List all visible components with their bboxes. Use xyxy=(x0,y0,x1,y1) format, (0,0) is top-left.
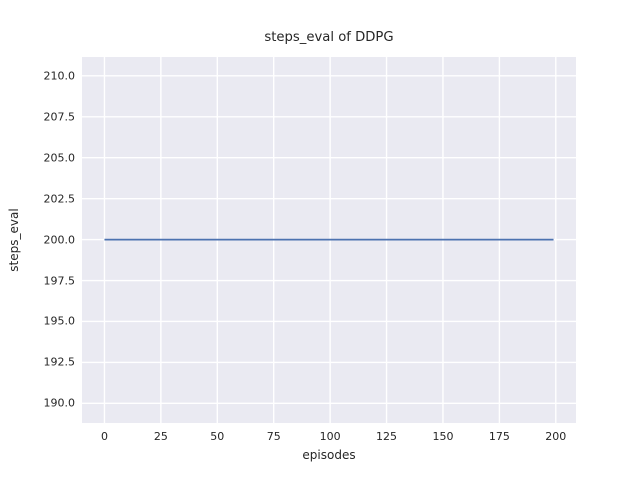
x-tick-label: 125 xyxy=(376,430,398,443)
y-tick-label: 197.5 xyxy=(43,274,76,288)
x-tick-label: 0 xyxy=(100,430,108,443)
x-tick-label: 50 xyxy=(210,430,225,443)
plot-canvas xyxy=(82,57,576,423)
x-tick-label: 25 xyxy=(153,430,168,443)
x-tick-label: 100 xyxy=(319,430,341,443)
y-tick-label: 192.5 xyxy=(43,355,76,369)
x-tick-label: 150 xyxy=(432,430,454,443)
y-tick-label: 200.0 xyxy=(43,233,76,247)
x-tick-label: 200 xyxy=(545,430,567,443)
x-tick-label: 75 xyxy=(266,430,281,443)
chart-title: steps_eval of DDPG xyxy=(264,30,394,45)
y-tick-label: 205.0 xyxy=(43,151,76,165)
y-tick-label: 207.5 xyxy=(43,110,76,124)
y-tick-label: 190.0 xyxy=(43,396,76,410)
x-tick-label: 175 xyxy=(488,430,510,443)
plot-area xyxy=(82,57,576,423)
y-tick-label: 210.0 xyxy=(43,69,76,83)
y-tick-label: 195.0 xyxy=(43,314,76,328)
x-axis-label: episodes xyxy=(302,448,356,462)
y-axis-label: steps_eval xyxy=(7,208,21,272)
y-tick-label: 202.5 xyxy=(43,192,76,206)
